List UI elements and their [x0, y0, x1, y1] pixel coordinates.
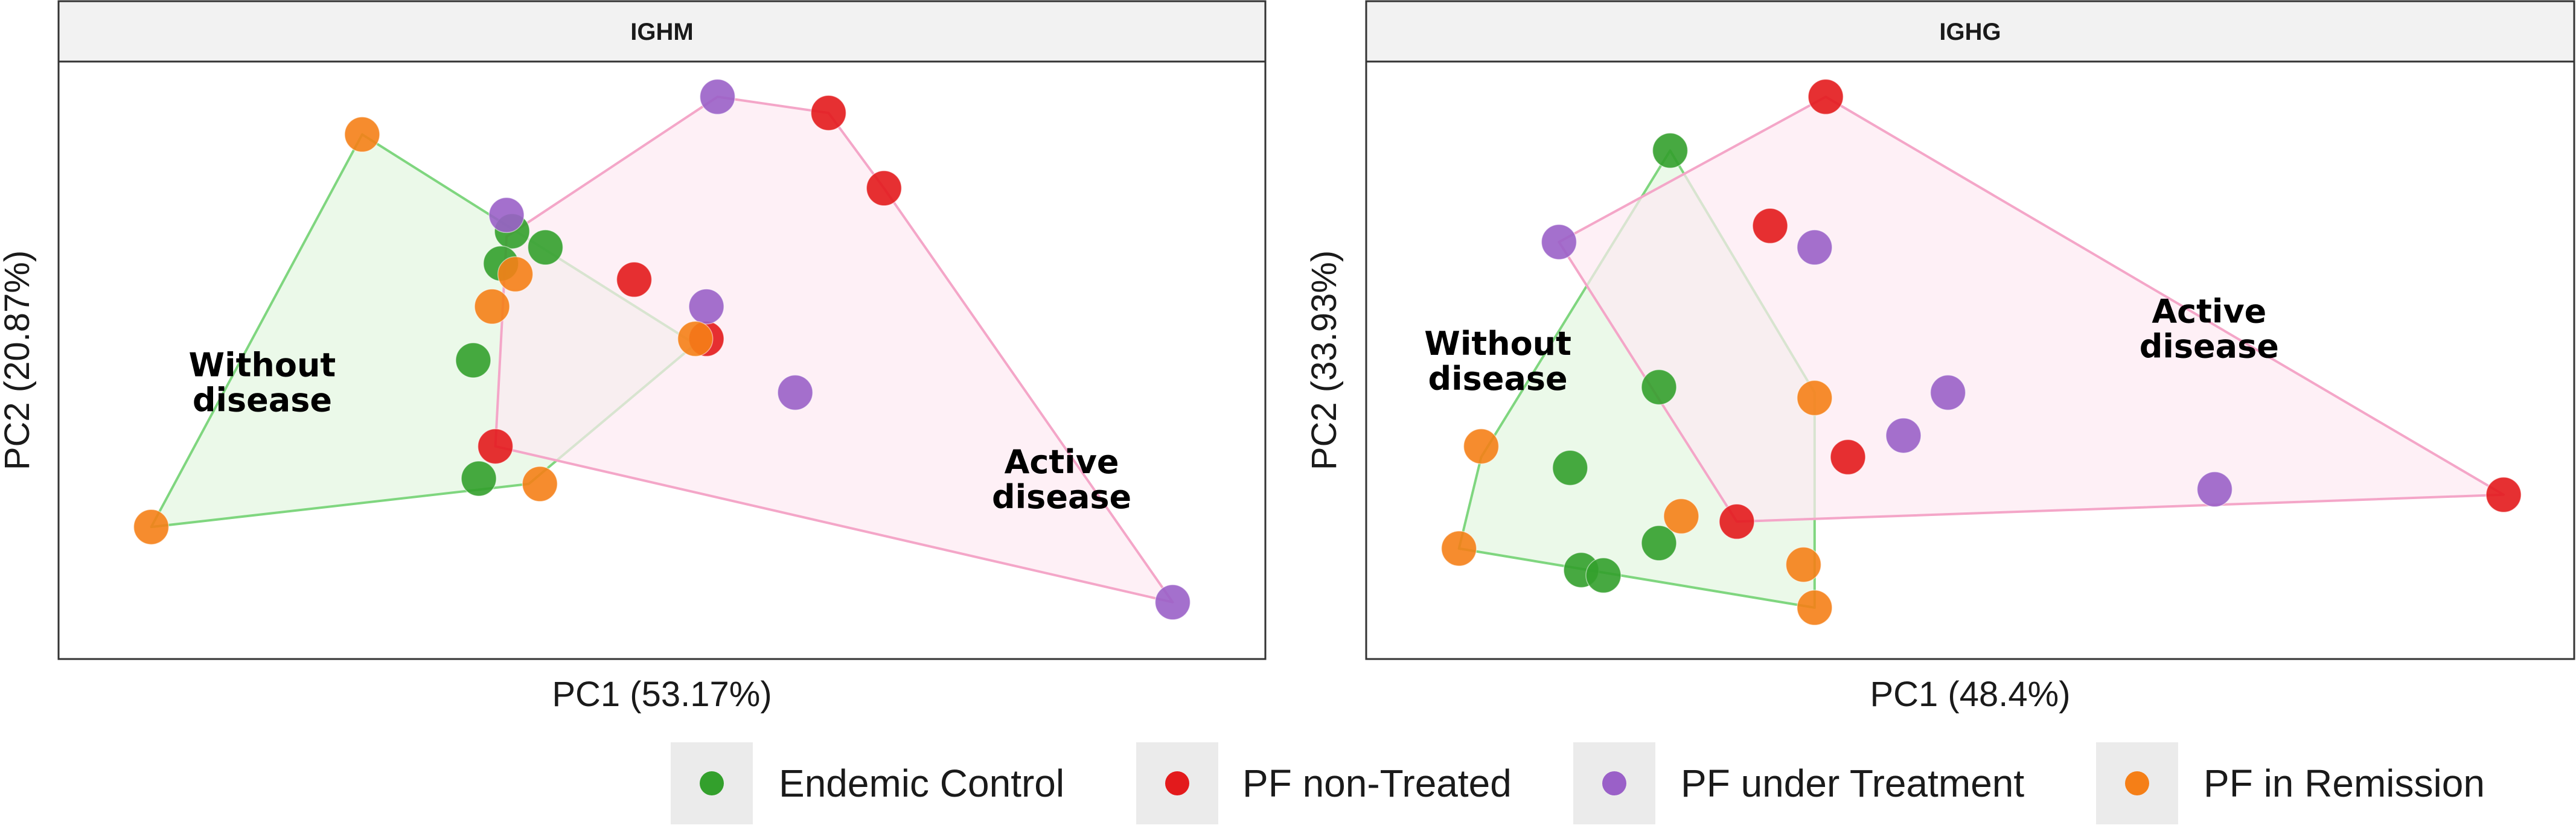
point-pf-in-remission [344, 116, 380, 153]
panel-title-ighm: IGHM [630, 19, 693, 45]
point-pf-non-treated [866, 170, 903, 206]
point-pf-under-treatment [1885, 417, 1922, 454]
legend-label-pf-under-treatment: PF under Treatment [1681, 762, 2024, 805]
strip-ighg [1365, 0, 2575, 63]
point-pf-non-treated [477, 428, 514, 465]
point-pf-in-remission [1440, 530, 1477, 567]
point-pf-in-remission [133, 509, 170, 545]
plot-border-ighm [57, 60, 1267, 660]
point-pf-under-treatment [688, 288, 724, 325]
point-endemic-control [1641, 525, 1677, 561]
point-pf-in-remission [1463, 428, 1500, 465]
point-pf-under-treatment [1541, 224, 1577, 260]
point-pf-non-treated [1807, 78, 1844, 115]
point-pf-in-remission [1797, 590, 1833, 626]
points-ighm [133, 78, 1191, 620]
point-pf-non-treated [1830, 439, 1866, 476]
point-pf-under-treatment [2196, 471, 2233, 508]
legend-label-pf-in-remission: PF in Remission [2204, 762, 2485, 805]
x-axis-title-ighm: PC1 (53.17%) [552, 675, 772, 714]
point-pf-non-treated [616, 261, 653, 298]
point-pf-in-remission [677, 320, 714, 357]
point-pf-non-treated [1719, 503, 1755, 540]
legend-marker-pf-in-remission [2125, 771, 2149, 795]
legend-marker-pf-non-treated [1165, 771, 1189, 795]
points-ighg [1440, 78, 2522, 626]
point-pf-under-treatment [1797, 229, 1833, 266]
point-endemic-control [461, 460, 497, 497]
panel-ighm: IGHM Without disease Active disease PC1 (53… [0, 0, 1267, 714]
annotations-ighg: Without disease Active disease [1424, 293, 2279, 398]
point-endemic-control [527, 229, 564, 266]
point-pf-non-treated [2485, 477, 2522, 513]
hulls-ighg [1457, 95, 2505, 609]
annotation-without-disease: Without disease [1424, 325, 1571, 398]
point-endemic-control [1552, 450, 1588, 486]
point-pf-non-treated [1752, 208, 1788, 244]
point-pf-under-treatment [777, 374, 813, 411]
point-pf-under-treatment [699, 78, 736, 115]
point-pf-under-treatment [1929, 374, 1966, 411]
annotations-ighm: Without disease Active disease [189, 346, 1132, 516]
y-axis-title-ighg: PC2 (33.93%) [1305, 250, 1344, 470]
annotation-active-disease: Active disease [992, 443, 1131, 516]
point-pf-non-treated [810, 95, 847, 131]
legend-label-endemic-control: Endemic Control [779, 762, 1064, 805]
legend-marker-endemic-control [700, 771, 724, 795]
x-axis-title-ighg: PC1 (48.4%) [1870, 675, 2070, 714]
point-endemic-control [1585, 557, 1622, 594]
point-pf-in-remission [1785, 546, 1822, 583]
point-pf-in-remission [1797, 380, 1833, 416]
point-pf-in-remission [522, 466, 558, 502]
legend-label-pf-non-treated: PF non-Treated [1242, 762, 1512, 805]
point-endemic-control [455, 342, 491, 378]
y-axis-title-ighm: PC2 (20.87%) [0, 250, 37, 470]
point-pf-under-treatment [1154, 584, 1191, 620]
point-pf-in-remission [497, 256, 534, 293]
strip-ighm [57, 0, 1267, 63]
plot-border-ighg [1365, 60, 2575, 660]
annotation-without-disease: Without disease [189, 346, 336, 419]
panel-title-ighg: IGHG [1939, 19, 2001, 45]
point-endemic-control [1641, 369, 1677, 406]
legend-marker-pf-under-treatment [1602, 771, 1626, 795]
legend: Endemic Control PF non-Treated PF under … [671, 742, 2485, 824]
point-pf-under-treatment [488, 197, 525, 234]
panel-ighg: IGHG Without disease Active disease PC1 (48… [1305, 0, 2575, 714]
point-pf-in-remission [1663, 498, 1699, 535]
point-endemic-control [1652, 132, 1689, 169]
annotation-active-disease: Active disease [2140, 293, 2279, 366]
point-pf-in-remission [474, 288, 510, 325]
